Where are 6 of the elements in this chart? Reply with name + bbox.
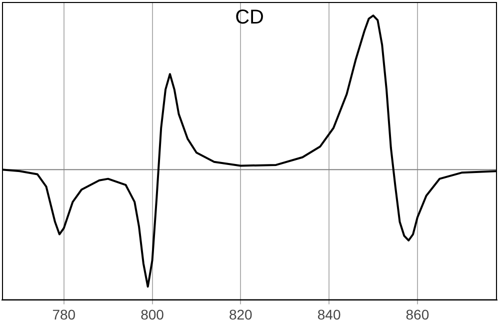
chart-title: CD — [235, 6, 264, 29]
x-tick-label: 860 — [406, 306, 430, 322]
x-tick-label: 820 — [228, 306, 253, 322]
x-tick-label: 800 — [140, 306, 164, 322]
x-tick-label: 780 — [52, 306, 76, 322]
x-tick-label: 840 — [317, 306, 341, 322]
